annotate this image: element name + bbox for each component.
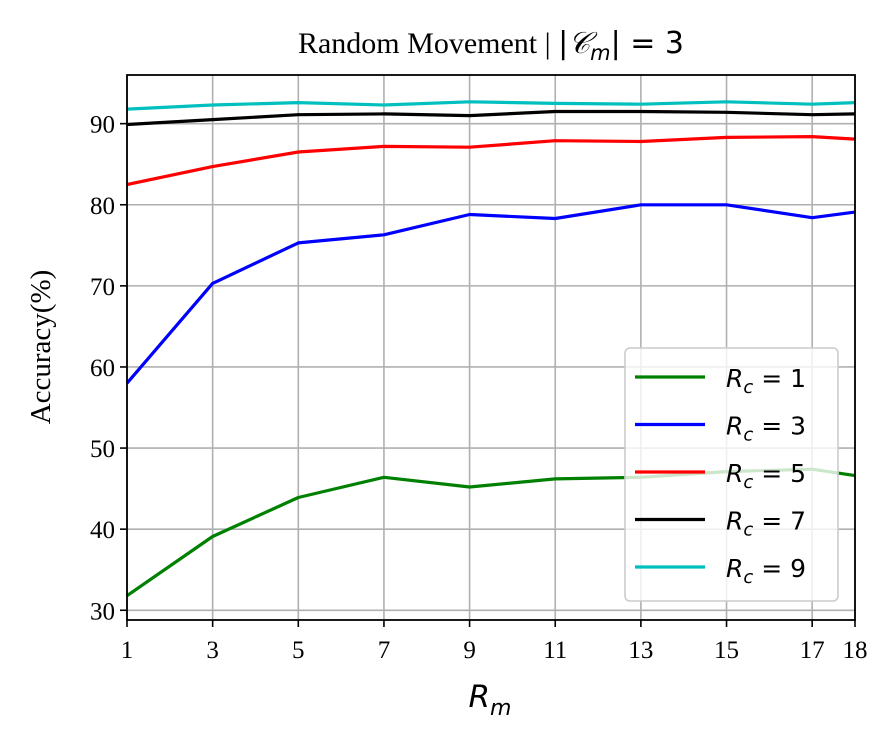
x-tick-label: 18 [843,637,868,664]
legend-label-sub: c [743,377,753,398]
x-tick-label: 13 [628,637,653,664]
title-set-subscript: m [590,41,610,65]
legend-label-main: R [726,507,743,536]
y-tick-label: 50 [90,436,115,463]
legend-label-value: = 5 [753,459,806,488]
legend-label: Rc = 3 [726,412,806,446]
x-axis-label-main: R [469,679,491,715]
x-tick-label: 7 [378,637,391,664]
plot-area-frame [126,74,856,621]
legend-label-main: R [726,364,743,393]
legend-label: Rc = 1 [726,364,806,398]
legend-label-sub: c [743,567,753,588]
series-line [125,203,856,385]
y-tick-label: 70 [90,274,115,301]
legend-label-value: = 9 [753,554,806,583]
x-axis-label-sub: m [490,696,511,721]
legend-label-sub: c [743,472,753,493]
legend-label-main: R [726,459,743,488]
legend-label-main: R [726,554,743,583]
x-tick-label: 1 [121,637,134,664]
legend-label-value: = 7 [753,507,806,536]
legend-box [624,347,839,602]
legend-label-sub: c [743,425,753,446]
legend-label-value: = 1 [753,364,806,393]
series-lines [125,100,856,598]
legend-label-sub: c [743,520,753,541]
x-axis-label: Rm [469,679,512,721]
title-bar-right: | = 3 [611,26,684,61]
chart-title: Random Movement | |𝒞m| = 3 [298,26,684,65]
y-axis-label: Accuracy(%) [25,270,57,425]
y-tick-label: 90 [90,112,115,139]
legend-label: Rc = 5 [726,459,806,493]
legend: Rc = 1Rc = 3Rc = 5Rc = 7Rc = 9 [624,347,839,602]
y-tick-label: 40 [90,517,115,544]
x-tick-label: 17 [800,637,825,664]
y-tick-label: 30 [90,598,115,625]
x-tick-label: 5 [292,637,305,664]
x-tick-label: 9 [463,637,476,664]
series-line [126,135,856,187]
legend-label: Rc = 9 [726,554,806,588]
legend-items: Rc = 1Rc = 3Rc = 5Rc = 7Rc = 9 [635,364,806,588]
x-tick-label: 11 [543,637,567,664]
y-tick-label: 60 [90,355,115,382]
legend-label: Rc = 7 [726,507,806,541]
title-bar-left: | [558,26,568,61]
x-tick-label: 3 [206,637,219,664]
y-tick-label: 80 [90,193,115,220]
legend-label-main: R [726,412,743,441]
title-prefix: Random Movement | [298,27,558,60]
x-tick-label: 15 [714,637,739,664]
legend-label-value: = 3 [753,412,806,441]
series-line [126,100,856,111]
series-line [126,109,856,127]
